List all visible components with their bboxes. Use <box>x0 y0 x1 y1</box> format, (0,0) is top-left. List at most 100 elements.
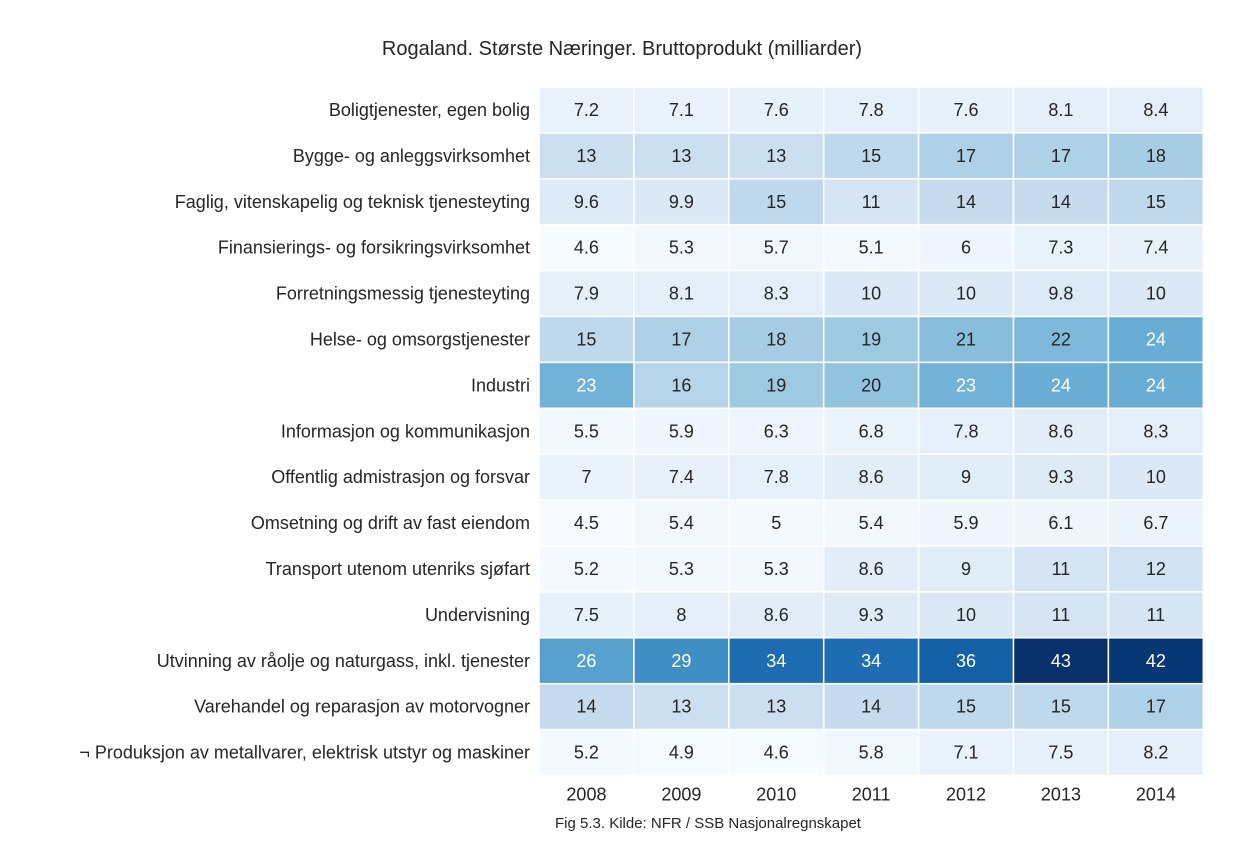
cell-value-label: 9.3 <box>859 605 884 625</box>
row-label: Industri <box>471 375 530 395</box>
heatmap-cell <box>538 132 635 180</box>
cell-value-label: 17 <box>1051 146 1071 166</box>
heatmap-cell <box>633 407 730 455</box>
cell-value-label: 23 <box>576 375 596 395</box>
cell-value-label: 5.3 <box>764 559 789 579</box>
cell-value-label: 9.8 <box>1048 284 1073 304</box>
cell-value-label: 13 <box>671 697 691 717</box>
heatmap-cell <box>1012 361 1110 410</box>
cell-value-label: 13 <box>671 146 691 166</box>
cell-value-label: 8.6 <box>859 467 884 487</box>
heatmap-cell <box>917 591 1015 639</box>
heatmap-cell <box>538 591 635 639</box>
column-label: 2010 <box>756 785 796 805</box>
cell-value-label: 26 <box>576 651 596 671</box>
row-label: Utvinning av råolje og naturgass, inkl. … <box>157 651 530 671</box>
cell-value-label: 6.3 <box>764 421 789 441</box>
heatmap-cell <box>822 407 920 455</box>
cell-value-label: 5.4 <box>859 513 884 533</box>
cell-value-label: 8.3 <box>764 284 789 304</box>
heatmap-cell <box>1012 682 1110 731</box>
heatmap-cell <box>728 499 825 547</box>
cell-value-label: 36 <box>956 651 976 671</box>
cell-value-label: 7.5 <box>574 605 599 625</box>
cell-value-label: 5.7 <box>764 238 789 258</box>
cell-value-label: 19 <box>766 375 786 395</box>
cell-value-label: 23 <box>956 375 976 395</box>
cell-value-label: 7.8 <box>764 467 789 487</box>
cell-value-label: 4.6 <box>574 238 599 258</box>
heatmap-cell <box>1107 682 1205 731</box>
cell-value-label: 9.3 <box>1048 467 1073 487</box>
heatmap-cell <box>728 178 825 226</box>
heatmap-cell <box>1012 545 1110 593</box>
cell-value-label: 7 <box>581 467 591 487</box>
cell-value-label: 14 <box>861 697 881 717</box>
heatmap-cell <box>538 86 635 134</box>
heatmap-cell <box>728 361 825 410</box>
cell-value-label: 5.2 <box>574 559 599 579</box>
cell-value-label: 9.9 <box>669 192 694 212</box>
row-label: Finansierings- og forsikringsvirksomhet <box>218 238 530 258</box>
heatmap-cell <box>1107 407 1205 455</box>
cell-value-label: 5.9 <box>954 513 979 533</box>
heatmap-cell <box>1107 637 1205 685</box>
cell-value-label: 4.6 <box>764 743 789 763</box>
row-label: Boligtjenester, egen bolig <box>329 100 530 120</box>
heatmap-cell <box>822 499 920 547</box>
heatmap-cell <box>917 315 1015 364</box>
cell-value-label: 5.5 <box>574 421 599 441</box>
row-label: Faglig, vitenskapelig og teknisk tjenest… <box>175 192 530 212</box>
heatmap-cell <box>538 361 635 410</box>
cell-value-label: 8.1 <box>1048 100 1073 120</box>
heatmap-cell <box>633 178 730 226</box>
heatmap-cell <box>1012 591 1110 639</box>
cell-value-label: 5.3 <box>669 559 694 579</box>
heatmap-cell <box>1107 361 1205 410</box>
cell-value-label: 7.6 <box>954 100 979 120</box>
cell-value-label: 8.3 <box>1143 421 1168 441</box>
row-label: Offentlig admistrasjon og forsvar <box>271 467 530 487</box>
cell-value-label: 4.9 <box>669 743 694 763</box>
cell-value-label: 7.6 <box>764 100 789 120</box>
cell-value-label: 7.1 <box>954 743 979 763</box>
heatmap-cell <box>538 637 635 685</box>
heatmap-cell <box>1107 315 1205 364</box>
cell-value-label: 7.2 <box>574 100 599 120</box>
column-label: 2012 <box>946 785 986 805</box>
cell-value-label: 9.6 <box>574 192 599 212</box>
row-label: Bygge- og anleggsvirksomhet <box>293 146 530 166</box>
row-label: Helse- og omsorgstjenester <box>310 329 530 349</box>
cell-value-label: 7.8 <box>954 421 979 441</box>
cell-value-label: 6.7 <box>1143 513 1168 533</box>
row-label: Varehandel og reparasjon av motorvogner <box>194 697 530 717</box>
cell-value-label: 17 <box>671 329 691 349</box>
heatmap-cell <box>1012 499 1110 547</box>
heatmap-cell <box>538 315 635 364</box>
heatmap-cell <box>538 407 635 455</box>
cell-value-label: 43 <box>1051 651 1071 671</box>
heatmap-cell <box>728 453 825 501</box>
column-label: 2009 <box>661 785 701 805</box>
heatmap-cell <box>538 223 635 272</box>
cell-value-label: 7.5 <box>1048 743 1073 763</box>
cell-value-label: 8.4 <box>1143 100 1168 120</box>
cell-value-label: 5.1 <box>859 238 884 258</box>
cell-value-label: 15 <box>576 329 596 349</box>
heatmap-cell <box>917 407 1015 455</box>
row-label: Transport utenom utenriks sjøfart <box>266 559 530 579</box>
heatmap-cell <box>917 682 1015 731</box>
cell-value-label: 14 <box>576 697 596 717</box>
row-label: Informasjon og kommunikasjon <box>281 421 530 441</box>
cell-value-label: 8.6 <box>764 605 789 625</box>
cell-value-label: 20 <box>861 375 881 395</box>
cell-value-label: 5.8 <box>859 743 884 763</box>
row-label: Undervisning <box>425 605 530 625</box>
heatmap-cell <box>633 728 730 777</box>
heatmap-cell <box>633 545 730 593</box>
cell-value-label: 11 <box>1147 605 1166 625</box>
chart-caption: Fig 5.3. Kilde: NFR / SSB Nasjonalregnsk… <box>555 815 862 832</box>
column-label: 2013 <box>1041 785 1081 805</box>
heatmap-cell <box>633 315 730 364</box>
cell-value-label: 8 <box>676 605 686 625</box>
